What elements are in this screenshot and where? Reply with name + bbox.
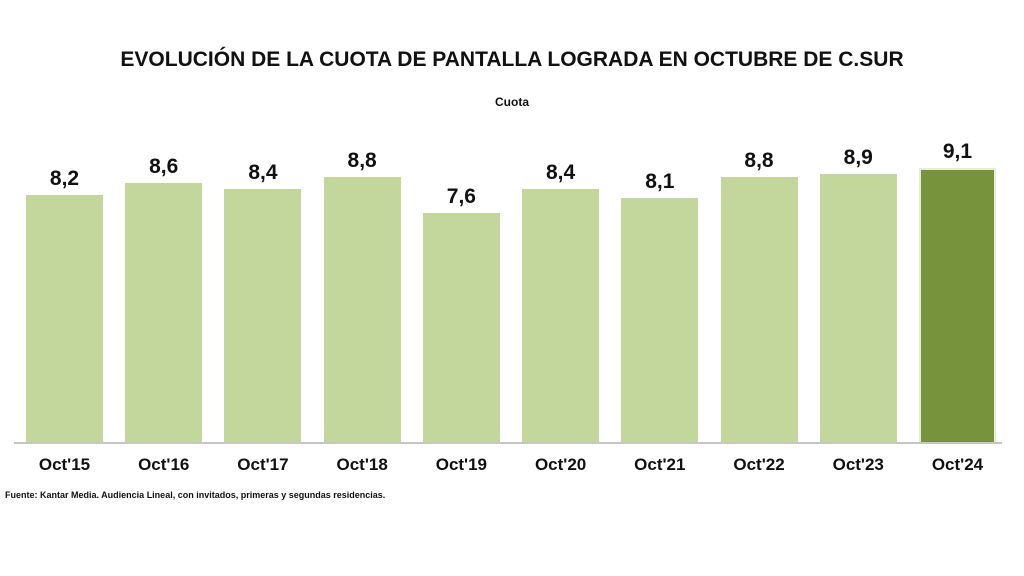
bar-cell: 9,1 <box>918 123 996 443</box>
bar-value-label: 8,8 <box>744 149 774 173</box>
bar-value-label: 8,4 <box>545 161 576 185</box>
bar-highlighted <box>918 168 996 443</box>
bar-value-label: 8,8 <box>347 149 377 173</box>
x-axis-line <box>14 442 1002 444</box>
x-axis-label: Oct'20 <box>534 455 587 474</box>
x-axis-label: Oct'18 <box>336 455 388 474</box>
x-axis-label: Oct'17 <box>237 455 289 474</box>
x-axis-label: Oct'16 <box>138 455 190 474</box>
chart-title: EVOLUCIÓN DE LA CUOTA DE PANTALLA LOGRAD… <box>120 48 904 71</box>
x-axis-label: Oct'21 <box>634 455 686 474</box>
bar-value-label: 9,1 <box>942 140 973 164</box>
bar-cell: 8,6 <box>125 123 203 443</box>
bar <box>819 174 897 443</box>
bar-cell: 8,4 <box>522 123 600 443</box>
x-axis-labels: Oct'15 Oct'16 Oct'17 Oct'18 Oct'19 Oct'20 Oct'… <box>26 455 996 475</box>
bar-cell: 8,9 <box>819 123 897 443</box>
x-axis-label: Oct'22 <box>733 455 785 474</box>
bar <box>720 177 798 443</box>
bar-cell: 7,6 <box>422 123 500 443</box>
bar-value-label: 8,4 <box>248 161 278 185</box>
bar-cell: 8,2 <box>26 123 103 443</box>
bar <box>224 189 302 443</box>
bar <box>621 198 699 443</box>
x-axis-label: Oct'15 <box>38 455 91 474</box>
bar-cell: 8,8 <box>720 123 798 443</box>
bar-cell: 8,1 <box>621 123 699 443</box>
bar <box>26 195 103 443</box>
bar-value-label: 8,2 <box>49 167 80 191</box>
bar-value-label: 8,6 <box>149 155 179 179</box>
chart-subtitle: Cuota <box>495 95 529 109</box>
x-axis-label: Oct'23 <box>832 455 884 474</box>
bar-cell: 8,8 <box>323 123 401 443</box>
bar-value-label: 8,1 <box>645 170 675 194</box>
plot-area: 8,2 8,6 8,4 8,8 7,6 8,4 8,1 8,8 8,9 9,1 <box>26 123 996 443</box>
x-axis-label: Oct'19 <box>435 455 488 474</box>
bar <box>323 177 401 443</box>
source-note: Fuente: Kantar Media. Audiencia Lineal, … <box>5 490 386 500</box>
bar-value-label: 7,6 <box>446 185 476 209</box>
bar-value-label: 8,9 <box>843 146 873 170</box>
bar <box>422 213 500 443</box>
bar-cell: 8,4 <box>224 123 302 443</box>
bar <box>125 183 203 443</box>
x-axis-label: Oct'24 <box>931 455 984 474</box>
bar <box>522 189 600 443</box>
